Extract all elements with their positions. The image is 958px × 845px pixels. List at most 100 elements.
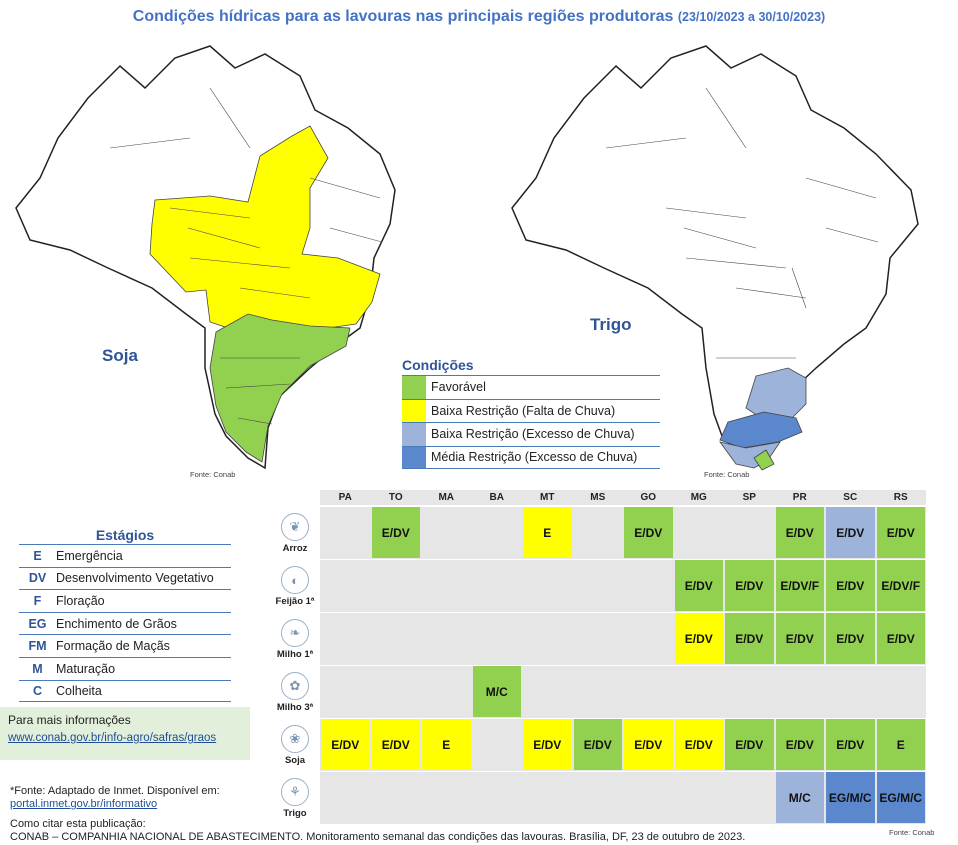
- crop-label: Feijão 1ª: [275, 596, 315, 607]
- legend-title: Condições: [402, 357, 474, 373]
- stage-code: EG: [28, 616, 47, 631]
- stage-item: E Emergência: [19, 544, 231, 567]
- condition-cell: E/DV: [826, 560, 875, 611]
- rice-icon: ❦: [281, 513, 309, 541]
- legend-swatch: [402, 423, 426, 446]
- crop-label: Trigo: [283, 808, 307, 819]
- title-main: Condições hídricas para as lavouras nas …: [132, 8, 674, 25]
- condition-cell: M/C: [775, 772, 824, 823]
- empty-cell: [523, 772, 572, 823]
- empty-cell: [624, 613, 673, 664]
- citation-title: Como citar esta publicação:: [10, 818, 146, 830]
- stage-code: DV: [28, 571, 47, 586]
- stage-desc: Colheita: [56, 683, 102, 698]
- bean-icon: ◐: [281, 566, 309, 594]
- empty-cell: [473, 560, 522, 611]
- condition-cell: E/DV: [371, 719, 420, 770]
- condition-cell: E/DV: [573, 719, 622, 770]
- crop-label: Arroz: [282, 543, 308, 554]
- condition-cell: E/DV: [876, 613, 925, 664]
- legend-label: Média Restrição (Excesso de Chuva): [431, 450, 638, 465]
- footnote-link[interactable]: portal.inmet.gov.br/informativo: [10, 798, 158, 810]
- empty-cell: [574, 613, 623, 664]
- page-title: Condições hídricas para as lavouras nas …: [0, 8, 958, 26]
- stage-code: F: [33, 593, 42, 608]
- condition-cell: E/DV: [775, 507, 824, 558]
- condition-cell: E/DV: [826, 613, 875, 664]
- stage-code: E: [33, 548, 42, 563]
- stage-item: F Floração: [19, 589, 231, 612]
- empty-cell: [321, 613, 370, 664]
- stage-item: EG Enchimento de Grãos: [19, 611, 231, 635]
- empty-cell: [826, 666, 875, 717]
- info-link[interactable]: www.conab.gov.br/info-agro/safras/graos: [8, 732, 217, 744]
- stage-desc: Enchimento de Grãos: [56, 616, 177, 631]
- legend-item: Baixa Restrição (Falta de Chuva): [402, 398, 660, 422]
- empty-cell: [675, 507, 724, 558]
- empty-cell: [422, 613, 471, 664]
- empty-cell: [321, 507, 370, 558]
- empty-cell: [523, 560, 572, 611]
- condition-cell: EG/M/C: [826, 772, 875, 823]
- empty-cell: [372, 613, 421, 664]
- state-header: MG: [690, 492, 707, 503]
- title-period: (23/10/2023 a 30/10/2023): [677, 10, 826, 24]
- trigo-map: Trigo Fonte: Conab: [506, 28, 946, 479]
- empty-cell: [372, 666, 421, 717]
- condition-cell: E/DV: [725, 613, 774, 664]
- crop-label-cell: ✿ Milho 3ª: [271, 672, 319, 713]
- condition-cell: E/DV: [624, 719, 673, 770]
- state-header: SP: [742, 492, 756, 503]
- condition-cell: M/C: [472, 666, 521, 717]
- empty-cell: [877, 666, 926, 717]
- empty-cell: [523, 666, 572, 717]
- soja-label: Soja: [102, 346, 138, 365]
- empty-cell: [574, 772, 623, 823]
- empty-cell: [624, 666, 673, 717]
- empty-cell: [422, 507, 471, 558]
- empty-cell: [675, 772, 724, 823]
- empty-cell: [574, 507, 623, 558]
- condition-cell: E/DV: [725, 560, 774, 611]
- empty-cell: [422, 772, 471, 823]
- condition-cell: E/DV: [826, 719, 875, 770]
- condition-cell: EG/M/C: [876, 772, 925, 823]
- condition-cell: E/DV: [624, 507, 673, 558]
- corn-icon: ✿: [281, 672, 309, 700]
- empty-cell: [523, 613, 572, 664]
- state-header: PA: [338, 492, 352, 503]
- legend-swatch: [402, 399, 426, 422]
- stage-desc: Formação de Maçãs: [56, 639, 170, 654]
- empty-cell: [725, 666, 774, 717]
- empty-cell: [624, 772, 673, 823]
- condition-cell: E/DV: [523, 719, 572, 770]
- info-box: Para mais informações www.conab.gov.br/i…: [0, 707, 250, 760]
- citation-text: CONAB – COMPANHIA NACIONAL DE ABASTECIME…: [10, 831, 746, 843]
- state-header: RS: [893, 492, 908, 503]
- crop-label-cell: ❧ Milho 1ª: [271, 619, 319, 660]
- empty-cell: [372, 772, 421, 823]
- empty-cell: [473, 613, 522, 664]
- info-title: Para mais informações: [8, 713, 131, 727]
- condition-cell: E/DV: [775, 613, 824, 664]
- row-separator: [271, 665, 926, 666]
- stage-code: C: [32, 683, 43, 698]
- row-separator: [271, 612, 926, 613]
- stage-desc: Desenvolvimento Vegetativo: [56, 571, 214, 586]
- condition-cell: E: [876, 719, 925, 770]
- empty-cell: [321, 666, 370, 717]
- empty-cell: [473, 772, 522, 823]
- condition-cell: E: [523, 507, 572, 558]
- conditions-legend: Condições Favorável Baixa Restrição (Falt…: [402, 357, 660, 469]
- empty-cell: [372, 560, 421, 611]
- condition-cell: E/DV: [826, 507, 875, 558]
- state-header: TO: [388, 492, 403, 503]
- stage-item: DV Desenvolvimento Vegetativo: [19, 566, 231, 590]
- condition-cell: E/DV/F: [775, 560, 824, 611]
- trigo-label: Trigo: [590, 315, 632, 334]
- row-separator: [271, 771, 926, 772]
- condition-cell: E/DV/F: [876, 560, 925, 611]
- legend-label: Baixa Restrição (Excesso de Chuva): [431, 427, 635, 442]
- footnote-text: *Fonte: Adaptado de Inmet. Disponível em…: [10, 785, 220, 797]
- stage-item: FM Formação de Maçãs: [19, 634, 231, 657]
